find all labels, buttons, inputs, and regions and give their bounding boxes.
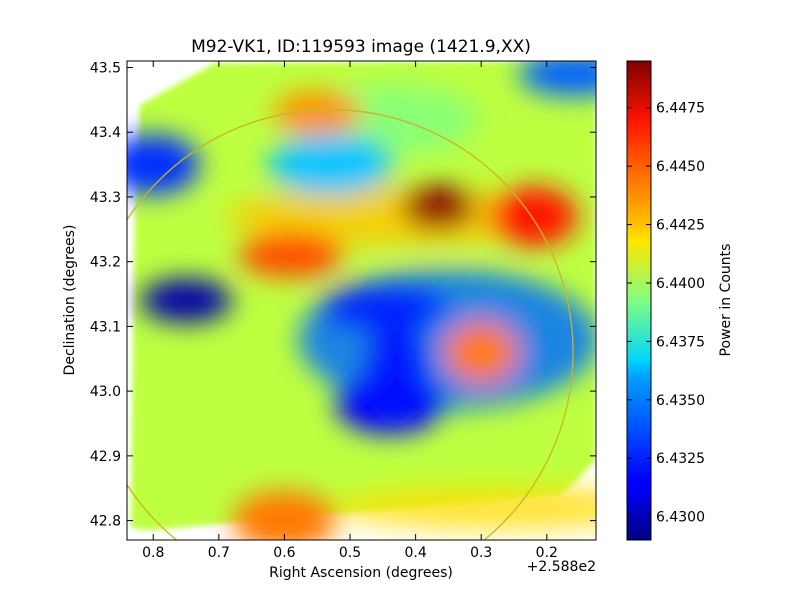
y-tick-label: 43.5 (90, 60, 121, 76)
heatmap-peak (402, 184, 475, 229)
chart-title: M92-VK1, ID:119593 image (1421.9,XX) (191, 37, 531, 57)
colorbar-tick-label: 6.4325 (656, 451, 705, 467)
colorbar-tick-label: 6.4375 (656, 334, 705, 350)
colorbar-label: Power in Counts (718, 244, 734, 357)
heatmap-peak (489, 186, 578, 247)
heatmap-peak (273, 90, 362, 135)
x-tick-label: 0.5 (339, 545, 361, 561)
x-tick-label: 0.6 (273, 545, 295, 561)
x-tick-label: 0.7 (208, 545, 230, 561)
x-axis-label: Right Ascension (degrees) (269, 565, 453, 581)
plot-frame (126, 60, 597, 541)
colorbar-tick-label: 6.4475 (656, 101, 705, 117)
x-tick-label: 0.2 (536, 545, 558, 561)
heatmap-trough (320, 284, 445, 329)
heatmap-layer (127, 61, 596, 540)
overlay-circle-layer (127, 109, 574, 540)
y-axis-ticks: 42.8 42.9 43.0 43.1 43.2 43.3 43.4 43.5 (90, 60, 596, 530)
x-tick-label: 0.8 (142, 545, 164, 561)
y-axis-label: Declination (degrees) (62, 225, 78, 376)
x-tick-label: 0.4 (404, 545, 426, 561)
colorbar-tick-label: 6.4350 (656, 393, 705, 409)
colorbar-ticks: 6.4300 6.4325 6.4350 6.4375 6.4400 6.4425 6.44… (627, 101, 705, 526)
y-tick-label: 43.4 (90, 125, 121, 141)
colorbar-tick-label: 6.4300 (656, 510, 705, 526)
y-tick-label: 43.1 (90, 319, 121, 335)
y-tick-label: 43.2 (90, 255, 121, 271)
heatmap-trough (127, 134, 200, 195)
y-tick-label: 43.0 (90, 384, 121, 400)
colorbar-tick-label: 6.4425 (656, 218, 705, 234)
heatmap-peak (238, 233, 343, 278)
y-tick-label: 43.3 (90, 190, 121, 206)
x-axis-offset: +2.588e2 (527, 559, 596, 575)
heatmap-trough (140, 278, 233, 323)
x-tick-label: 0.3 (470, 545, 492, 561)
heatmap-peak (232, 490, 337, 540)
heatmap-trough (268, 134, 393, 195)
heatmap-values (127, 61, 596, 540)
overlay-circle (127, 109, 574, 540)
y-tick-label: 42.8 (90, 514, 121, 530)
colorbar (626, 60, 652, 541)
x-axis-ticks: 0.8 0.7 0.6 0.5 0.4 0.3 0.2 (142, 61, 558, 561)
colorbar-tick-label: 6.4400 (656, 276, 705, 292)
heatmap-peak (445, 322, 518, 383)
colorbar-tick-label: 6.4450 (656, 159, 705, 175)
heatmap-trough (519, 61, 596, 96)
y-tick-label: 42.9 (90, 449, 121, 465)
